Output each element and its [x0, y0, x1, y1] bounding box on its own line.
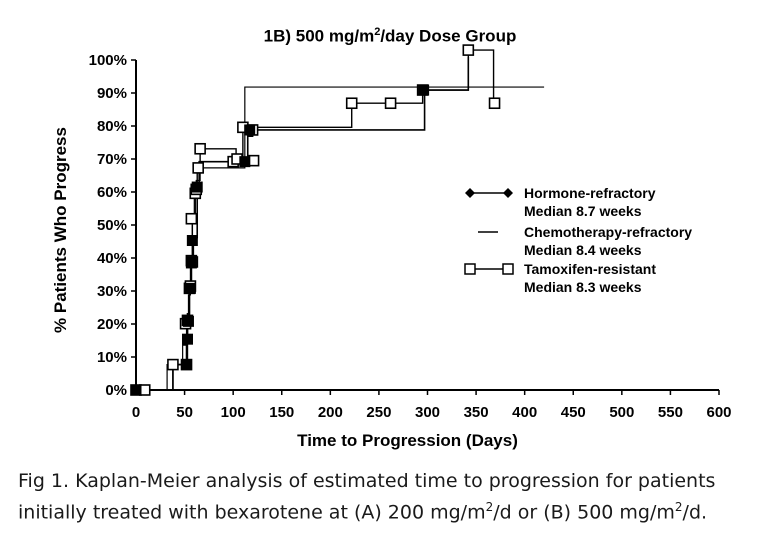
caption-line-2: initially treated with bexarotene at (A)… — [18, 494, 768, 525]
x-tick-label: 500 — [609, 404, 634, 421]
legend-median-label: Median 8.4 weeks — [524, 242, 642, 258]
x-tick-label: 350 — [464, 404, 489, 421]
legend-median-label: Median 8.7 weeks — [524, 203, 642, 219]
y-tick-label: 0% — [105, 382, 127, 399]
y-tick-label: 50% — [97, 217, 127, 234]
x-tick-label: 50 — [176, 404, 193, 421]
legend-diamond-marker — [465, 188, 475, 198]
legend-square-marker — [464, 263, 476, 275]
diamond-marker — [181, 359, 193, 371]
y-tick-label: 40% — [97, 250, 127, 267]
legend-series-name: Chemotherapy-refractory — [524, 224, 692, 240]
square-marker — [194, 142, 206, 155]
diamond-marker — [185, 257, 197, 269]
chart-title-prefix: 1B) 500 mg/m — [263, 26, 375, 46]
y-tick-label: 100% — [89, 52, 127, 69]
square-marker — [192, 162, 204, 174]
x-tick-label: 400 — [512, 404, 537, 421]
x-tick-label: 0 — [132, 404, 140, 421]
legend-square-marker — [502, 263, 514, 275]
caption-sup-1: 2 — [485, 500, 494, 514]
square-marker — [488, 97, 501, 110]
x-tick-label: 600 — [706, 404, 731, 421]
square-marker — [384, 97, 397, 110]
x-tick-label: 300 — [415, 404, 440, 421]
x-tick-label: 250 — [366, 404, 391, 421]
caption-part-a: initially treated with bexarotene at (A)… — [18, 501, 486, 524]
y-tick-label: 80% — [97, 118, 127, 135]
caption-part-c: /d or (B) 500 mg/m — [493, 501, 675, 524]
x-tick-label: 100 — [221, 404, 246, 421]
square-marker — [462, 44, 475, 56]
caption-sup-2: 2 — [674, 500, 683, 514]
x-tick-label: 150 — [269, 404, 294, 421]
y-tick-label: 90% — [97, 85, 127, 102]
legend-series-name: Tamoxifen-resistant — [524, 261, 656, 277]
x-tick-label: 200 — [318, 404, 343, 421]
legend-diamond-marker — [503, 188, 513, 198]
chart-title: 1B) 500 mg/m2/day Dose Group — [0, 26, 780, 47]
y-tick-label: 60% — [97, 184, 127, 201]
square-marker — [167, 358, 179, 371]
x-axis-label: Time to Progression (Days) — [297, 431, 518, 450]
chart-title-suffix: /day Dose Group — [380, 26, 517, 46]
diamond-marker — [244, 124, 256, 136]
y-tick-label: 20% — [97, 316, 127, 333]
diamond-marker — [239, 156, 251, 168]
y-tick-label: 10% — [97, 349, 127, 366]
chart-title-sup: 2 — [374, 26, 381, 38]
figure-caption: Fig 1. Kaplan-Meier analysis of estimate… — [18, 468, 768, 525]
x-tick-label: 450 — [561, 404, 586, 421]
diamond-marker — [191, 181, 203, 193]
legend-median-label: Median 8.3 weeks — [524, 279, 642, 295]
y-tick-label: 70% — [97, 151, 127, 168]
diamond-marker — [186, 235, 198, 247]
diamond-marker — [418, 84, 430, 96]
diamond-marker — [182, 315, 194, 327]
diamond-marker — [184, 282, 196, 294]
legend-series-name: Hormone-refractory — [524, 185, 656, 201]
caption-part-e: /d. — [682, 501, 708, 524]
y-tick-label: 30% — [97, 283, 127, 300]
square-marker — [185, 212, 198, 225]
y-axis-label: % Patients Who Progress — [51, 127, 70, 333]
diamond-marker — [181, 333, 193, 345]
diamond-marker — [130, 384, 142, 396]
x-tick-label: 550 — [658, 404, 683, 421]
square-marker — [345, 97, 358, 110]
caption-line-1: Fig 1. Kaplan-Meier analysis of estimate… — [18, 470, 716, 492]
